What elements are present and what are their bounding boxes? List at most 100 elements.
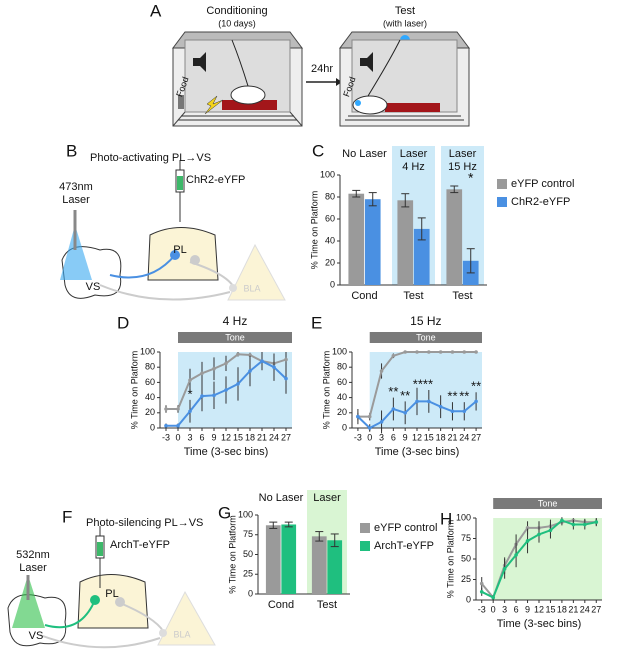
x-tick-label: 27: [281, 432, 291, 442]
x-tick-label: 21: [447, 432, 457, 442]
y-tick-label: 20: [325, 257, 335, 267]
point: [176, 423, 180, 428]
point: [248, 353, 252, 357]
point: [537, 532, 541, 537]
panel-letter: F: [62, 507, 72, 526]
legend-swatch: [497, 197, 507, 207]
y-tick-label: 75: [461, 533, 471, 543]
x-tick-label: 21: [568, 604, 578, 614]
point: [525, 526, 530, 530]
annotation: **: [388, 384, 398, 399]
x-tick-label: 24: [459, 432, 469, 442]
point: [571, 522, 576, 527]
y-tick-label: 0: [248, 588, 253, 598]
y-tick-label: 80: [337, 362, 347, 372]
y-tick-label: 50: [243, 549, 253, 559]
point: [272, 365, 276, 370]
point: [176, 407, 180, 411]
y-tick-label: 0: [466, 594, 471, 604]
x-tick-label: 24: [580, 604, 590, 614]
point: [514, 553, 518, 557]
point: [367, 426, 372, 430]
cond-title: Conditioning: [206, 5, 267, 17]
y-tick-label: 25: [243, 569, 253, 579]
point: [367, 414, 372, 419]
point: [200, 371, 204, 376]
region-label: BLA: [243, 283, 260, 293]
group-label: 4 Hz: [402, 161, 425, 173]
point: [462, 350, 467, 354]
x-tick-label: 9: [525, 604, 530, 614]
x-tick-label: Cond: [351, 290, 377, 302]
tone-bar: [493, 498, 602, 509]
panel-title: Photo-activating PL→VS: [90, 152, 211, 164]
virus-label: ArchT-eYFP: [110, 539, 170, 551]
point: [212, 393, 216, 398]
y-tick-label: 100: [320, 169, 335, 179]
legend-swatch: [360, 523, 370, 533]
y-tick-label: 80: [325, 191, 335, 201]
x-tick-label: 12: [221, 432, 231, 442]
point: [164, 423, 168, 428]
arrow-label: 24hr: [311, 63, 333, 75]
y-tick-label: 40: [337, 392, 347, 402]
x-tick-label: 6: [514, 604, 519, 614]
x-tick-label: 27: [471, 432, 481, 442]
bar: [348, 193, 365, 285]
point: [427, 350, 431, 354]
bar: [413, 228, 430, 285]
point: [224, 388, 228, 392]
virus-label: ChR2-eYFP: [186, 174, 245, 186]
x-tick-label: Test: [403, 290, 423, 302]
x-axis-label: Time (3-sec bins): [375, 446, 460, 458]
point: [379, 369, 384, 373]
x-tick-label: Test: [452, 290, 472, 302]
x-axis-label: Time (3-sec bins): [184, 446, 269, 458]
x-tick-label: 3: [379, 432, 384, 442]
y-tick-label: 50: [461, 553, 471, 563]
legend-swatch: [360, 541, 370, 551]
point: [200, 394, 204, 398]
point: [450, 350, 455, 354]
bar: [364, 199, 381, 285]
x-tick-label: 18: [436, 432, 446, 442]
panel-letter: H: [440, 509, 452, 528]
group-label: No Laser: [342, 148, 387, 160]
point: [548, 528, 553, 533]
laser-wavelength: 532nm: [16, 549, 50, 561]
x-tick-label: 0: [367, 432, 372, 442]
y-tick-label: 0: [330, 279, 335, 289]
y-tick-label: 60: [337, 377, 347, 387]
y-tick-label: 20: [145, 407, 155, 417]
point: [415, 399, 419, 404]
legend-label: ArchT-eYFP: [374, 540, 434, 552]
region-label: PL: [173, 244, 186, 256]
x-tick-label: 18: [245, 432, 255, 442]
x-tick-label: -3: [354, 432, 362, 442]
y-tick-label: 100: [456, 512, 471, 522]
group-label: No Laser: [259, 492, 304, 504]
y-tick-label: 100: [140, 346, 155, 356]
bar: [446, 189, 463, 285]
point: [462, 409, 467, 414]
y-axis-label: % Time on Platform: [321, 351, 331, 430]
point: [583, 522, 587, 527]
test-title: Test: [395, 5, 415, 17]
cage-right: Food: [339, 31, 470, 127]
x-tick-label: 24: [269, 432, 279, 442]
x-tick-label: 15: [424, 432, 434, 442]
x-tick-label: -3: [162, 432, 170, 442]
bar: [397, 200, 414, 285]
panel-title: Photo-silencing PL→VS: [86, 517, 203, 529]
laser-wavelength: 473nm: [59, 181, 93, 193]
panel-letter: A: [150, 1, 162, 20]
point: [284, 357, 288, 362]
point: [391, 407, 396, 411]
y-tick-label: 100: [332, 346, 347, 356]
bar: [327, 540, 343, 594]
point: [164, 407, 168, 411]
laser-label: Laser: [62, 194, 90, 206]
x-tick-label: -3: [478, 604, 486, 614]
region-label: VS: [86, 281, 101, 293]
